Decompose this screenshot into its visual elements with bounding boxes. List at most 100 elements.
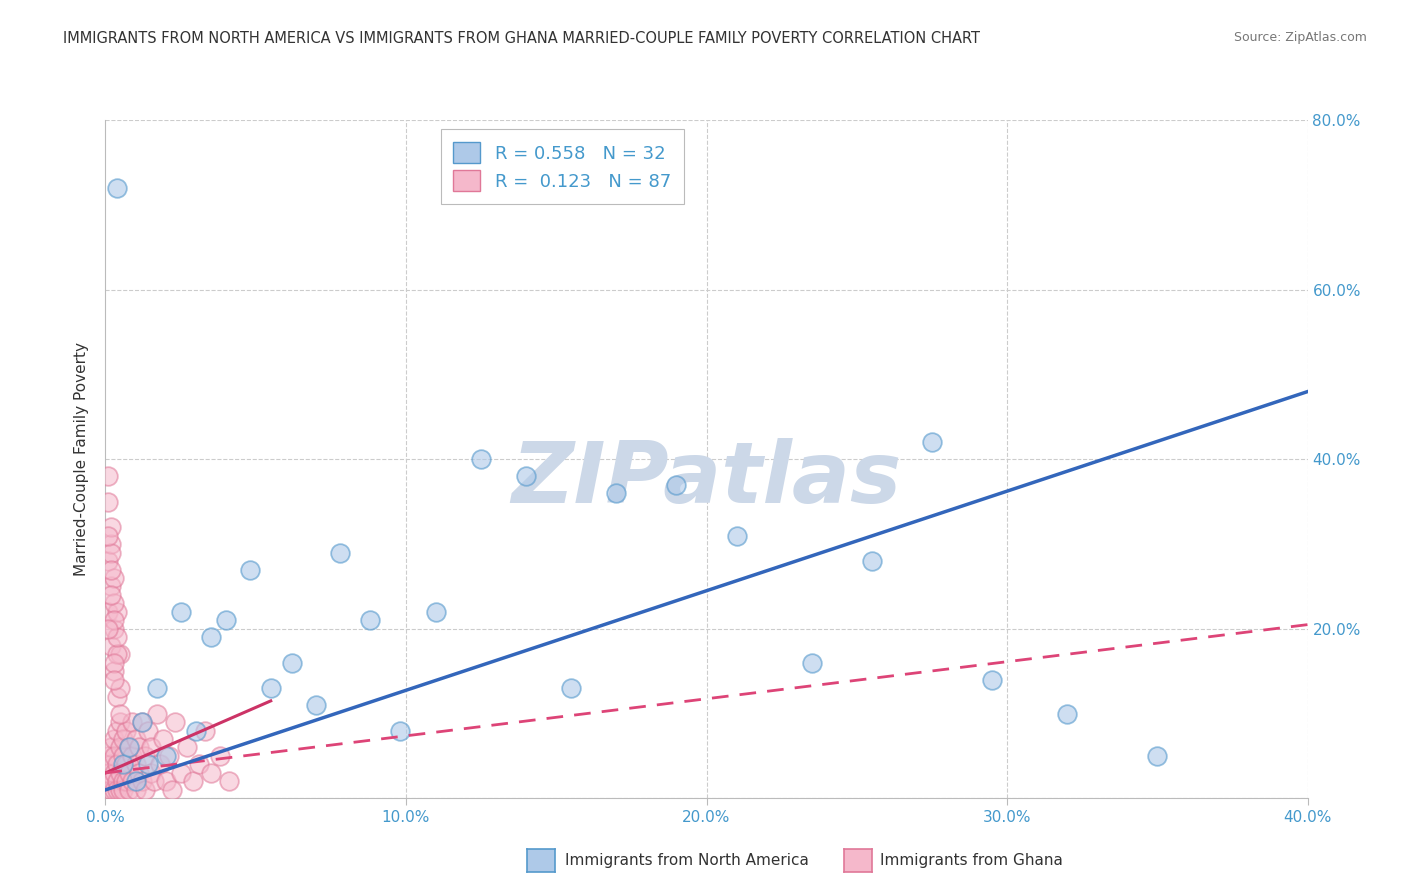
- Point: [121, 715, 143, 730]
- Point: [110, 740, 132, 755]
- Point: [103, 656, 125, 670]
- Point: [260, 681, 283, 696]
- Point: [359, 614, 381, 628]
- Point: [388, 723, 411, 738]
- Point: [470, 452, 492, 467]
- Point: [107, 605, 129, 619]
- Point: [112, 774, 135, 789]
- Point: [329, 545, 352, 560]
- Point: [110, 783, 132, 797]
- Point: [200, 630, 222, 644]
- Point: [425, 605, 447, 619]
- Point: [100, 639, 122, 653]
- Point: [176, 740, 198, 755]
- Point: [107, 757, 129, 772]
- Point: [100, 545, 122, 560]
- Point: [169, 605, 191, 619]
- Point: [208, 749, 231, 764]
- Point: [800, 656, 823, 670]
- Point: [97, 622, 120, 636]
- Point: [97, 469, 120, 483]
- Point: [145, 706, 167, 721]
- Point: [110, 648, 132, 662]
- Point: [239, 562, 262, 576]
- Point: [184, 723, 207, 738]
- Point: [121, 774, 143, 789]
- Point: [169, 765, 191, 780]
- Point: [131, 715, 153, 730]
- Point: [136, 723, 159, 738]
- Text: ZIPatlas: ZIPatlas: [512, 438, 901, 521]
- Point: [139, 765, 162, 780]
- Point: [921, 435, 943, 450]
- Point: [97, 605, 120, 619]
- Legend: R = 0.558   N = 32, R =  0.123   N = 87: R = 0.558 N = 32, R = 0.123 N = 87: [440, 129, 683, 203]
- Point: [515, 469, 537, 483]
- Point: [124, 757, 146, 772]
- Point: [110, 715, 132, 730]
- Point: [281, 656, 304, 670]
- Point: [665, 478, 688, 492]
- Point: [100, 537, 122, 551]
- Point: [103, 749, 125, 764]
- Point: [103, 783, 125, 797]
- Point: [103, 731, 125, 746]
- Point: [142, 774, 165, 789]
- Text: IMMIGRANTS FROM NORTH AMERICA VS IMMIGRANTS FROM GHANA MARRIED-COUPLE FAMILY POV: IMMIGRANTS FROM NORTH AMERICA VS IMMIGRA…: [63, 31, 980, 46]
- Point: [1056, 706, 1078, 721]
- Point: [97, 774, 120, 789]
- Point: [100, 520, 122, 534]
- Point: [100, 588, 122, 602]
- Point: [136, 757, 159, 772]
- Point: [110, 706, 132, 721]
- Point: [725, 528, 748, 542]
- Point: [100, 774, 122, 789]
- Point: [131, 774, 153, 789]
- Point: [118, 765, 141, 780]
- Point: [100, 740, 122, 755]
- Point: [214, 614, 236, 628]
- Point: [118, 740, 141, 755]
- Point: [148, 757, 170, 772]
- Point: [194, 723, 217, 738]
- Point: [152, 731, 174, 746]
- Text: Source: ZipAtlas.com: Source: ZipAtlas.com: [1233, 31, 1367, 45]
- Point: [860, 554, 883, 568]
- Point: [134, 783, 156, 797]
- Point: [145, 681, 167, 696]
- Point: [107, 723, 129, 738]
- Point: [107, 630, 129, 644]
- Point: [305, 698, 328, 712]
- Point: [107, 690, 129, 704]
- Point: [97, 494, 120, 508]
- Point: [100, 580, 122, 594]
- Point: [155, 749, 177, 764]
- Point: [107, 774, 129, 789]
- Point: [560, 681, 582, 696]
- Point: [103, 673, 125, 687]
- Point: [100, 757, 122, 772]
- Point: [112, 749, 135, 764]
- Text: Immigrants from North America: Immigrants from North America: [565, 854, 808, 868]
- Point: [110, 765, 132, 780]
- Point: [134, 749, 156, 764]
- Point: [100, 783, 122, 797]
- Point: [160, 783, 183, 797]
- Point: [100, 562, 122, 576]
- Point: [107, 783, 129, 797]
- Point: [200, 765, 222, 780]
- Point: [139, 740, 162, 755]
- Point: [131, 715, 153, 730]
- Point: [187, 757, 209, 772]
- Point: [121, 749, 143, 764]
- Point: [112, 757, 135, 772]
- Point: [103, 622, 125, 636]
- Point: [97, 554, 120, 568]
- Point: [181, 774, 204, 789]
- Point: [103, 765, 125, 780]
- Point: [115, 723, 138, 738]
- Point: [124, 783, 146, 797]
- Point: [128, 765, 150, 780]
- Point: [97, 765, 120, 780]
- Point: [155, 774, 177, 789]
